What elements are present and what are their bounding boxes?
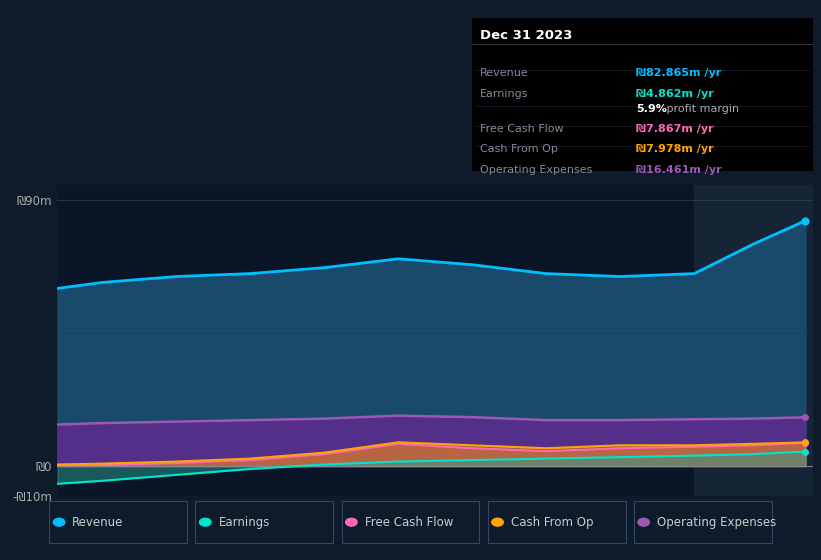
Text: Free Cash Flow: Free Cash Flow — [365, 516, 453, 529]
Text: Earnings: Earnings — [480, 88, 529, 99]
Text: Revenue: Revenue — [480, 68, 529, 78]
Text: Cash From Op: Cash From Op — [480, 144, 558, 155]
Text: 5.9%: 5.9% — [636, 104, 667, 114]
Text: ₪4.862m /yr: ₪4.862m /yr — [636, 88, 714, 99]
Text: Cash From Op: Cash From Op — [511, 516, 593, 529]
Text: Dec 31 2023: Dec 31 2023 — [480, 29, 573, 41]
Bar — [695, 185, 813, 496]
Text: ₪82.865m /yr: ₪82.865m /yr — [636, 68, 722, 78]
Text: ₪7.978m /yr: ₪7.978m /yr — [636, 144, 714, 155]
Text: Operating Expenses: Operating Expenses — [480, 165, 593, 175]
Text: Operating Expenses: Operating Expenses — [657, 516, 776, 529]
Text: Revenue: Revenue — [72, 516, 124, 529]
Text: ₪16.461m /yr: ₪16.461m /yr — [636, 165, 722, 175]
Text: Free Cash Flow: Free Cash Flow — [480, 124, 564, 134]
Text: ₪7.867m /yr: ₪7.867m /yr — [636, 124, 714, 134]
Text: profit margin: profit margin — [663, 104, 739, 114]
Text: Earnings: Earnings — [218, 516, 270, 529]
